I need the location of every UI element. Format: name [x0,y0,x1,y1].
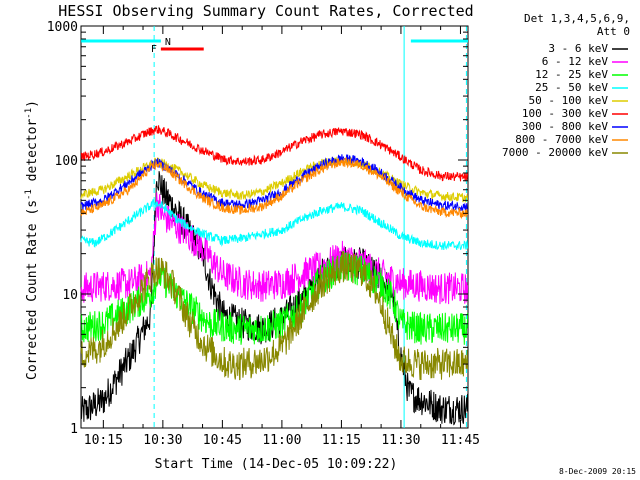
x-tick-label-6: 11:45 [441,433,480,448]
series-line-5 [81,125,469,182]
x-tick-label-5: 11:30 [381,433,420,448]
x-tick-label-1: 10:30 [143,433,182,448]
x-axis: 10:15 10:30 10:45 11:00 11:15 11:30 11:45 [84,26,480,448]
y-axis: 1 10 100 1000 [47,20,468,437]
legend-label-3: 25 - 50 keV [535,81,608,94]
y-tick-label-3: 1000 [47,20,78,35]
series-line-3 [80,199,469,251]
legend-header-1: Det 1,3,4,5,6,9, [524,12,630,25]
legend-label-2: 12 - 25 keV [535,68,608,81]
timestamp: 8-Dec-2009 20:15 [559,467,636,476]
observing-bars: FN [81,37,468,55]
y-axis-label-sup1: -1 [24,189,34,200]
legend-label-0: 3 - 6 keV [548,42,608,55]
legend-label-5: 100 - 300 keV [522,107,608,120]
y-axis-label-end: ) [25,100,40,108]
x-tick-label-0: 10:15 [84,433,123,448]
series-group [80,125,469,426]
y-axis-label: Corrected Count Rate (s-1 detector-1) [24,100,40,380]
legend-label-8: 7000 - 20000 keV [502,146,608,159]
y-axis-label-mid: detector [25,119,40,190]
x-tick-label-2: 10:45 [203,433,242,448]
legend-label-4: 50 - 100 keV [529,94,609,107]
legend-label-1: 6 - 12 keV [542,55,609,68]
series-line-7 [80,157,469,220]
legend-label-7: 800 - 7000 keV [515,133,608,146]
y-axis-label-sup2: -1 [24,108,34,119]
legend-label-6: 300 - 800 keV [522,120,608,133]
y-tick-label-2: 100 [55,154,78,169]
y-tick-label-1: 10 [62,288,78,303]
night-flag-label: N [165,37,171,48]
plot-frame [80,25,469,429]
y-tick-label-0: 1 [70,422,78,437]
x-tick-label-4: 11:15 [322,433,361,448]
series-line-4 [80,156,469,203]
x-tick-label-3: 11:00 [262,433,301,448]
flare-flag-label: F [151,44,157,55]
legend-header-2: Att 0 [597,25,630,38]
series-line-8 [80,251,469,381]
chart-title: HESSI Observing Summary Count Rates, Cor… [58,2,473,20]
y-axis-label-main: Corrected Count Rate (s [25,200,40,380]
x-axis-label: Start Time (14-Dec-05 10:09:22) [155,457,398,472]
